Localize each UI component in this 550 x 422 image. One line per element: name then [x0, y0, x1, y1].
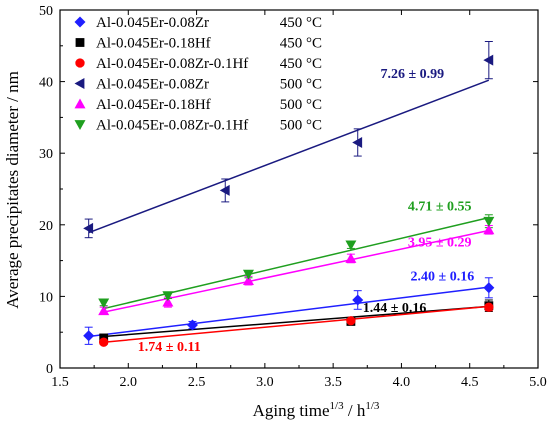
rate-label: 2.40 ± 0.16: [411, 270, 475, 285]
data-point: [98, 305, 110, 316]
legend-temp: 500 °C: [280, 77, 322, 93]
x-tick-label: 4.0: [393, 375, 411, 390]
rate-label: 1.74 ± 0.11: [138, 340, 201, 355]
x-tick-label: 2.5: [188, 375, 206, 390]
x-axis-label-sup1: 1/3: [330, 400, 345, 412]
legend-label: Al-0.045Er-0.08Zr-0.1Hf: [96, 56, 248, 72]
data-point: [483, 216, 495, 227]
legend-marker: [74, 16, 86, 28]
data-point: [483, 282, 495, 294]
data-point: [242, 275, 254, 286]
legend-temp: 500 °C: [280, 97, 322, 113]
data-point: [352, 294, 364, 306]
data-point: [346, 316, 356, 326]
data-point: [83, 222, 94, 234]
data-point: [345, 252, 357, 263]
x-axis-label-main: Aging time: [253, 401, 330, 420]
data-markers: [83, 54, 495, 347]
legend-label: Al-0.045Er-0.08Zr: [96, 77, 209, 93]
y-tick-label: 10: [39, 290, 53, 305]
y-tick-label: 20: [39, 219, 53, 234]
legend-temp: 500 °C: [280, 118, 322, 134]
x-tick-label: 2.0: [120, 375, 138, 390]
y-tick-label: 40: [39, 76, 53, 91]
x-axis-label-sep: / h: [344, 401, 366, 420]
rate-label: 1.44 ± 0.16: [363, 301, 427, 316]
data-point: [352, 136, 363, 148]
legend: Al-0.045Er-0.08Zr 450 °C Al-0.045Er-0.18Hf…: [74, 15, 322, 134]
legend-temp: 450 °C: [280, 15, 322, 31]
rate-label: 7.26 ± 0.99: [381, 67, 445, 82]
legend-label: Al-0.045Er-0.18Hf: [96, 36, 211, 52]
data-point: [162, 296, 174, 307]
legend-marker: [75, 38, 85, 47]
legend-marker: [74, 120, 86, 130]
fit-line: [88, 286, 489, 338]
legend-temp: 450 °C: [280, 56, 322, 72]
x-tick-label: 4.5: [461, 375, 479, 390]
data-point: [484, 302, 494, 312]
rate-label: 4.71 ± 0.55: [408, 199, 472, 214]
data-point: [99, 337, 109, 347]
legend-label: Al-0.045Er-0.18Hf: [96, 97, 211, 113]
y-axis-label: Average precipitates diameter / nm: [3, 71, 22, 309]
rate-label: 3.95 ± 0.29: [408, 235, 472, 250]
x-tick-label: 3.0: [256, 375, 274, 390]
fit-line: [103, 305, 489, 338]
x-axis-label-sup2: 1/3: [365, 400, 380, 412]
x-tick-label: 1.5: [51, 375, 69, 390]
x-axis-label: Aging time1/3 / h1/3: [253, 400, 380, 420]
data-point: [162, 291, 174, 302]
legend-marker: [75, 58, 85, 68]
fit-line: [88, 79, 490, 234]
x-tick-label: 3.5: [324, 375, 342, 390]
data-point: [345, 240, 357, 251]
data-point: [83, 330, 95, 342]
legend-marker: [74, 98, 86, 109]
x-tick-label: 5.0: [529, 375, 547, 390]
fit-lines: [88, 79, 490, 343]
rate-labels: 2.40 ± 0.16 1.44 ± 0.16 1.74 ± 0.11 7.26 ± …: [138, 67, 474, 355]
fit-line: [103, 305, 489, 343]
y-tick-label: 50: [39, 4, 53, 19]
y-tick-label: 30: [39, 147, 53, 162]
data-point: [483, 224, 495, 235]
data-point: [186, 319, 198, 331]
legend-label: Al-0.045Er-0.08Zr-0.1Hf: [96, 118, 248, 134]
legend-marker: [74, 78, 85, 89]
y-tick-label: 0: [46, 362, 53, 377]
data-point: [242, 269, 254, 280]
legend-label: Al-0.045Er-0.08Zr: [96, 15, 209, 31]
legend-temp: 450 °C: [280, 36, 322, 52]
data-point: [483, 54, 494, 66]
data-point: [98, 298, 110, 309]
data-point: [219, 184, 230, 196]
axis-ticks: 1.5 2.0 2.5 3.0 3.5 4.0 4.5 5.0 0 10 20 30 40 50: [39, 4, 547, 390]
